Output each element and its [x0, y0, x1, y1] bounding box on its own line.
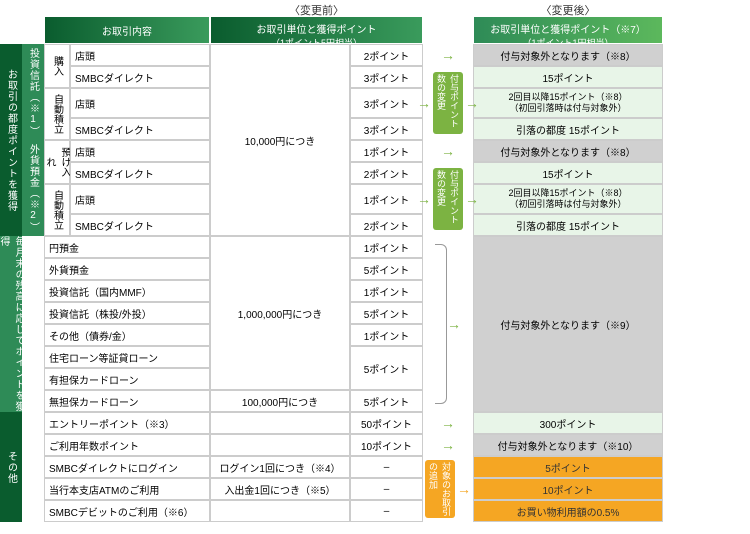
oa-1: 300ポイント [473, 412, 663, 434]
op-3: – [350, 456, 423, 478]
bp-1: 1ポイント [350, 236, 423, 258]
cat-azuke: 預け入れ [44, 140, 70, 184]
ch-5: 店頭 [70, 140, 210, 162]
cat-jidou2: 自動積立 [44, 184, 70, 236]
arrow-icon: → [447, 316, 461, 332]
pt-1: 2ポイント [350, 44, 423, 66]
af-6: 15ポイント [473, 162, 663, 184]
badge-add: 対象のお取引の追加 [425, 460, 455, 518]
oth-4: 当行本支店ATMのご利用 [44, 478, 210, 500]
ou-3: ログイン1回につき（※4） [210, 456, 350, 478]
label-toushin: 投資信託（※1） [22, 44, 44, 140]
badge-change1: 付与ポイント数の変更 [433, 72, 463, 134]
label-monthly: 毎月末の残高に応じてポイントを獲得 [0, 236, 22, 412]
ou-5 [210, 500, 350, 522]
oa-4: 10ポイント [473, 478, 663, 500]
pt-8: 2ポイント [350, 214, 423, 236]
ch-4: SMBCダイレクト [70, 118, 210, 140]
arrow-icon: → [441, 143, 455, 159]
bp-4: 5ポイント [350, 302, 423, 324]
bp-6: 5ポイント [350, 346, 423, 390]
ou-2 [210, 434, 350, 456]
pt-4: 3ポイント [350, 118, 423, 140]
arrow-icon: → [417, 95, 431, 111]
arrow-icon: → [457, 481, 471, 497]
arrow-icon: → [441, 437, 455, 453]
pt-6: 2ポイント [350, 162, 423, 184]
bal-5: その他（債券/金） [44, 324, 210, 346]
bal-3: 投資信託（国内MMF） [44, 280, 210, 302]
hdr-before: お取引単位と獲得ポイント （1ポイント5円相当） [210, 16, 423, 44]
pt-5: 1ポイント [350, 140, 423, 162]
ou-1 [210, 412, 350, 434]
af-2: 15ポイント [473, 66, 663, 88]
oth-1: エントリーポイント（※3） [44, 412, 210, 434]
af-1: 付与対象外となります（※8） [473, 44, 663, 66]
label-transaction: お取引の都度ポイントを獲得 [0, 44, 22, 236]
unit-1m: 1,000,000円につき [210, 236, 350, 390]
oth-3: SMBCダイレクトにログイン [44, 456, 210, 478]
op-5: – [350, 500, 423, 522]
arrow-icon: → [441, 47, 455, 63]
bracket-icon [435, 244, 447, 404]
pt-3: 3ポイント [350, 88, 423, 118]
ch-2: SMBCダイレクト [70, 66, 210, 88]
op-1: 50ポイント [350, 412, 423, 434]
pt-7: 1ポイント [350, 184, 423, 214]
af-5: 付与対象外となります（※8） [473, 140, 663, 162]
oth-2: ご利用年数ポイント [44, 434, 210, 456]
sidebar-col2: 投資信託（※1） 外貨預金（※2） [22, 0, 44, 522]
before-label: 〈変更前〉 [210, 0, 423, 16]
ch-1: 店頭 [70, 44, 210, 66]
af-4: 引落の都度 15ポイント [473, 118, 663, 140]
af-8: 引落の都度 15ポイント [473, 214, 663, 236]
ch-6: SMBCダイレクト [70, 162, 210, 184]
op-2: 10ポイント [350, 434, 423, 456]
unit-100k: 100,000円につき [210, 390, 350, 412]
bal-6: 住宅ローン等証貸ローン [44, 346, 210, 368]
ch-8: SMBCダイレクト [70, 214, 210, 236]
bal-1: 円預金 [44, 236, 210, 258]
pt-2: 3ポイント [350, 66, 423, 88]
badge-change2: 付与ポイント数の変更 [433, 168, 463, 230]
oth-5: SMBCデビットのご利用（※6） [44, 500, 210, 522]
cat-kounyuu: 購入 [44, 44, 70, 88]
main-content: 〈変更前〉 〈変更後〉 お取引内容 お取引単位と獲得ポイント （1ポイント5円相… [44, 0, 750, 522]
ou-4: 入出金1回につき（※5） [210, 478, 350, 500]
sidebar-col1: お取引の都度ポイントを獲得 毎月末の残高に応じてポイントを獲得 その他 [0, 0, 22, 522]
bal-7: 有担保カードローン [44, 368, 210, 390]
oa-2: 付与対象外となります（※10） [473, 434, 663, 456]
af-3: 2回目以降15ポイント（※8）（初回引落時は付与対象外） [473, 88, 663, 118]
label-gaika: 外貨預金（※2） [22, 140, 44, 236]
ch-3: 店頭 [70, 88, 210, 118]
oa-3: 5ポイント [473, 456, 663, 478]
bp-3: 1ポイント [350, 280, 423, 302]
ch-7: 店頭 [70, 184, 210, 214]
oa-5: お買い物利用額の0.5% [473, 500, 663, 522]
hdr-content: お取引内容 [44, 16, 210, 44]
arrow-icon: → [465, 95, 479, 111]
bp-5: 1ポイント [350, 324, 423, 346]
comparison-table: お取引の都度ポイントを獲得 毎月末の残高に応じてポイントを獲得 その他 投資信託… [0, 0, 750, 522]
bal-8: 無担保カードローン [44, 390, 210, 412]
bal-4: 投資信託（株投/外投） [44, 302, 210, 324]
unit-10000: 10,000円につき [210, 44, 350, 236]
af-bal: 付与対象外となります（※9） [473, 236, 663, 412]
arrow-icon: → [441, 415, 455, 431]
op-4: – [350, 478, 423, 500]
after-label: 〈変更後〉 [473, 0, 663, 16]
bp-7: 5ポイント [350, 390, 423, 412]
label-other: その他 [0, 412, 22, 522]
af-7: 2回目以降15ポイント（※8）（初回引落時は付与対象外） [473, 184, 663, 214]
cat-jidou1: 自動積立 [44, 88, 70, 140]
bp-2: 5ポイント [350, 258, 423, 280]
arrow-icon: → [465, 191, 479, 207]
bal-2: 外貨預金 [44, 258, 210, 280]
arrow-icon: → [417, 191, 431, 207]
hdr-after: お取引単位と獲得ポイント（※7） （1ポイント1円相当） [473, 16, 663, 44]
